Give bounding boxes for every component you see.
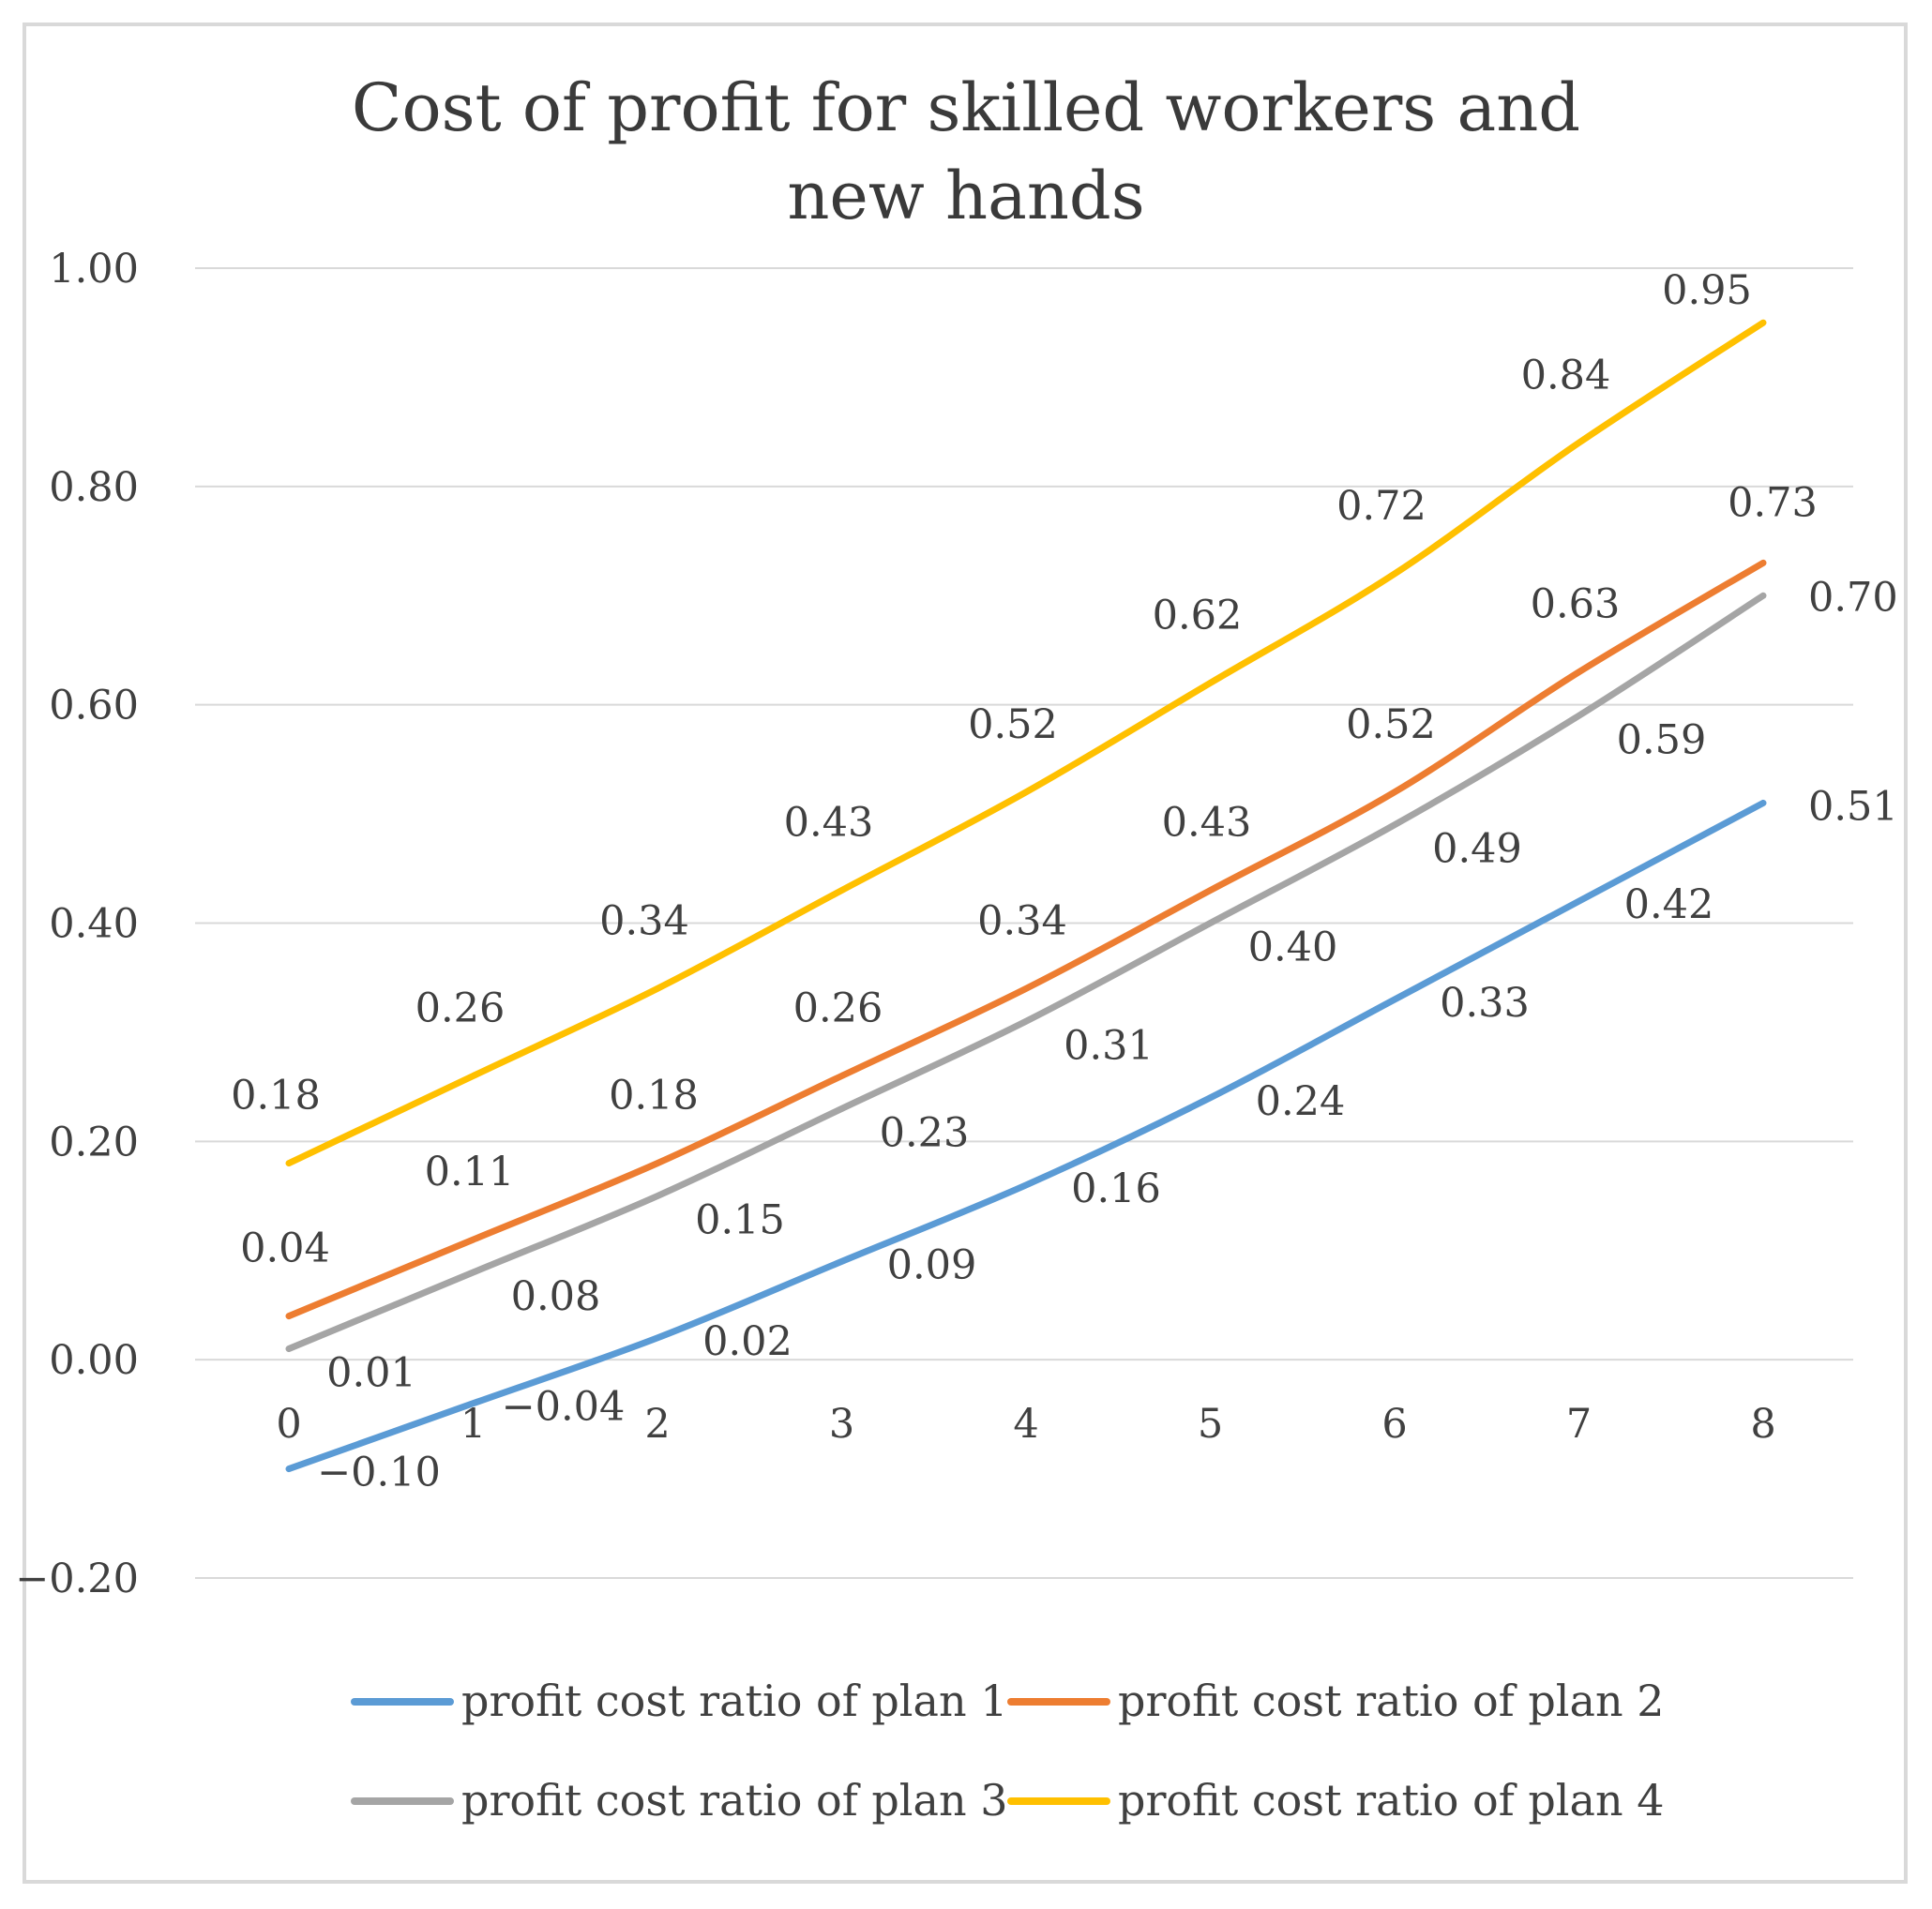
series-line-plan-1 <box>285 799 1767 1473</box>
series-line-plan-2 <box>285 559 1767 1320</box>
y-tick-label: 0.20 <box>49 1119 139 1165</box>
y-tick-label: 0.40 <box>49 901 139 948</box>
data-label-plan-1: 0.51 <box>1808 783 1898 830</box>
data-label-plan-4: 0.84 <box>1521 352 1611 398</box>
data-label-plan-2: 0.73 <box>1728 479 1818 526</box>
legend-label-plan-3: profit cost ratio of plan 3 <box>461 1775 1007 1826</box>
chart-title: Cost of profit for skilled workers and n… <box>351 69 1581 234</box>
data-label-plan-2: 0.34 <box>977 897 1067 944</box>
data-label-plan-4: 0.95 <box>1662 267 1752 314</box>
data-label-plan-3: 0.59 <box>1617 716 1707 763</box>
data-label-plan-1: 0.09 <box>887 1241 977 1288</box>
data-label-plan-2: 0.63 <box>1531 581 1621 628</box>
legend-label-plan-1: profit cost ratio of plan 1 <box>461 1676 1007 1726</box>
data-label-plan-1: 0.16 <box>1071 1165 1161 1212</box>
data-label-plan-3: 0.01 <box>326 1350 416 1397</box>
series-line-plan-4 <box>285 319 1767 1167</box>
data-label-plan-2: 0.26 <box>793 985 883 1031</box>
data-label-plan-4: 0.34 <box>599 897 689 944</box>
y-tick-label: 1.00 <box>49 246 139 293</box>
series-lines <box>285 319 1767 1473</box>
data-label-plan-2: 0.43 <box>1162 800 1252 847</box>
y-tick-label: −0.20 <box>15 1556 139 1602</box>
y-tick-label: 0.80 <box>49 464 139 511</box>
legend: profit cost ratio of plan 1 profit cost r… <box>351 1676 1664 1826</box>
x-tick-label: 3 <box>829 1401 854 1448</box>
x-tick-label: 8 <box>1750 1401 1775 1448</box>
y-tick-label: 0.60 <box>49 683 139 729</box>
x-tick-label: 4 <box>1013 1401 1038 1448</box>
data-label-plan-1: 0.02 <box>702 1318 792 1365</box>
data-label-plan-3: 0.49 <box>1432 826 1522 873</box>
data-label-plan-3: 0.23 <box>880 1109 970 1156</box>
gridlines <box>195 267 1853 1579</box>
data-label-plan-1: 0.33 <box>1440 980 1530 1027</box>
data-label-plan-2: 0.52 <box>1346 701 1436 748</box>
legend-label-plan-4: profit cost ratio of plan 4 <box>1118 1775 1664 1826</box>
data-label-plan-1: −0.04 <box>502 1384 626 1431</box>
data-label-plan-4: 0.72 <box>1336 483 1426 530</box>
series-line-plan-3 <box>285 592 1767 1353</box>
y-tick-label: 0.00 <box>49 1337 139 1384</box>
x-tick-label: 5 <box>1198 1401 1223 1448</box>
x-tick-label: 0 <box>276 1401 301 1448</box>
data-label-plan-1: −0.10 <box>317 1450 441 1496</box>
data-label-plan-3: 0.70 <box>1808 574 1898 621</box>
data-label-plan-1: 0.42 <box>1624 881 1714 928</box>
x-tick-label: 2 <box>644 1401 670 1448</box>
chart-frame <box>23 23 1908 1884</box>
data-label-plan-3: 0.08 <box>511 1273 601 1320</box>
data-label-plan-1: 0.24 <box>1256 1078 1346 1125</box>
data-label-plan-2: 0.18 <box>609 1073 699 1120</box>
legend-label-plan-2: profit cost ratio of plan 2 <box>1118 1676 1664 1726</box>
y-axis-tick-labels: 1.00 0.80 0.60 0.40 0.20 0.00 −0.20 <box>15 246 139 1602</box>
data-label-plan-2: 0.11 <box>425 1149 515 1195</box>
data-label-plan-4: 0.26 <box>415 985 506 1031</box>
x-tick-label: 7 <box>1566 1401 1592 1448</box>
data-label-plan-4: 0.43 <box>784 800 874 847</box>
data-label-plan-3: 0.15 <box>695 1197 785 1244</box>
data-label-plan-4: 0.62 <box>1153 592 1243 639</box>
data-label-plan-2: 0.04 <box>240 1225 330 1272</box>
data-label-plan-3: 0.40 <box>1248 924 1338 971</box>
data-label-plan-3: 0.31 <box>1064 1022 1154 1069</box>
x-tick-label: 6 <box>1381 1401 1407 1448</box>
data-labels: −0.10 −0.04 0.02 0.09 0.16 0.24 0.33 0.42 0.51 0.… <box>231 267 1898 1496</box>
data-label-plan-4: 0.52 <box>968 701 1058 748</box>
data-label-plan-4: 0.18 <box>231 1073 321 1120</box>
